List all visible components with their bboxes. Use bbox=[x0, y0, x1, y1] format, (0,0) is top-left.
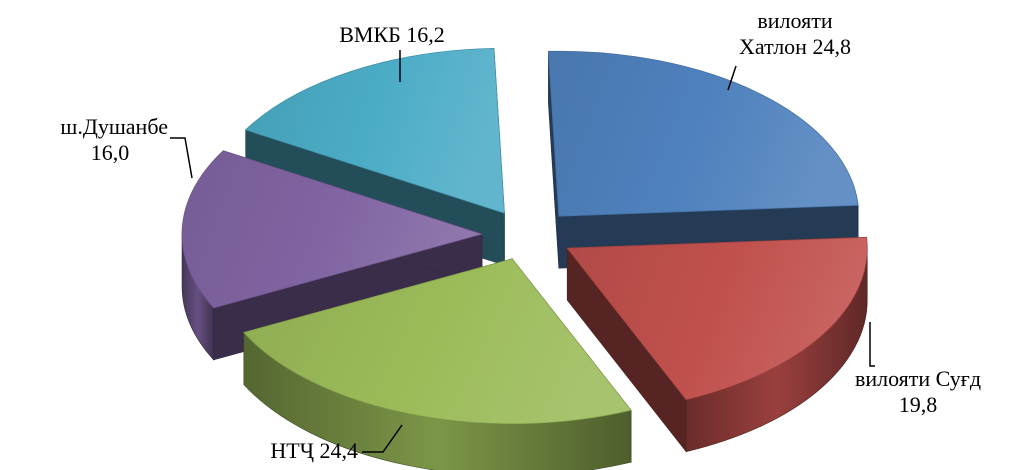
slice-dushanbe bbox=[181, 150, 484, 309]
slice-khatlon bbox=[547, 50, 859, 217]
slice-vmkb bbox=[244, 47, 505, 214]
label-vmkb-line-0: ВМКБ 16,2 bbox=[339, 22, 445, 47]
leader-ntch bbox=[362, 424, 403, 453]
slice-ntch bbox=[243, 258, 632, 425]
label-dushanbe: ш.Душанбе 16,0 bbox=[60, 114, 168, 165]
label-sughd: вилояти Суғд 19,8 bbox=[855, 366, 981, 417]
leader-sughd bbox=[869, 322, 875, 367]
label-ntch: НТҶ 24,4 bbox=[270, 438, 358, 463]
label-leaders bbox=[170, 50, 875, 453]
label-khatlon: вилояти Хатлон 24,8 bbox=[739, 8, 851, 59]
label-sughd-line-1: 19,8 bbox=[899, 392, 938, 417]
label-ntch-line-0: НТҶ 24,4 bbox=[270, 438, 358, 463]
label-vmkb: ВМКБ 16,2 bbox=[339, 22, 445, 47]
leader-khatlon bbox=[727, 65, 737, 91]
label-khatlon-line-0: вилояти bbox=[757, 8, 832, 33]
slice-tops bbox=[181, 47, 868, 425]
label-sughd-line-0: вилояти Суғд bbox=[855, 366, 981, 391]
label-khatlon-line-1: Хатлон 24,8 bbox=[739, 34, 851, 59]
slice-labels: вилояти Хатлон 24,8 вилояти Суғд 19,8 НТҶ 24… bbox=[60, 8, 981, 463]
label-dushanbe-line-0: ш.Душанбе bbox=[60, 114, 168, 139]
slice-sughd bbox=[566, 236, 868, 401]
leader-dushanbe bbox=[170, 137, 193, 179]
label-dushanbe-line-1: 16,0 bbox=[91, 140, 130, 165]
